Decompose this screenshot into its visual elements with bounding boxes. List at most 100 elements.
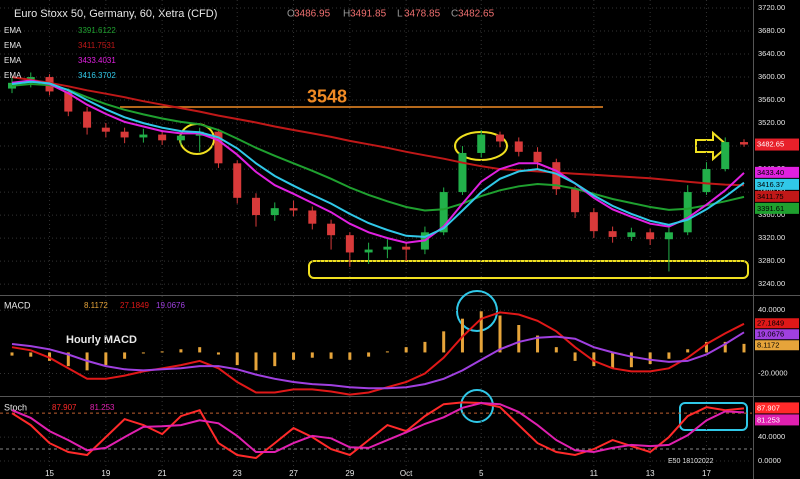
- histogram-bar: [104, 352, 108, 366]
- y-tick-label: 3520.00: [758, 118, 785, 127]
- histogram-bar: [423, 341, 427, 353]
- candle-body: [458, 152, 467, 193]
- candle-body: [327, 223, 336, 236]
- axis-tag-label: 87.907: [757, 403, 780, 412]
- ema-line: [11, 82, 745, 212]
- histogram-bar: [629, 352, 633, 368]
- candle-body: [345, 235, 354, 253]
- candle-body: [364, 249, 373, 253]
- axis-tag-label: 3433.40: [757, 168, 784, 177]
- highlight-circle: [456, 290, 498, 332]
- histogram-bar: [235, 352, 239, 366]
- y-tick-label: -20.0000: [758, 369, 788, 378]
- legend-value: 3416.3702: [78, 71, 116, 80]
- panel-title: Stoch: [4, 402, 27, 412]
- histogram-bar: [554, 347, 558, 353]
- y-tick-label: 3640.00: [758, 49, 785, 58]
- histogram-bar: [742, 343, 746, 353]
- candle-body: [533, 151, 542, 163]
- legend-value: 3391.6122: [78, 26, 116, 35]
- x-tick-label: Oct: [400, 469, 413, 478]
- histogram-bar: [348, 352, 352, 360]
- candle-body: [139, 134, 148, 138]
- histogram-bar: [66, 352, 70, 367]
- chart-title: Euro Stoxx 50, Germany, 60, Xetra (CFD): [14, 8, 217, 20]
- histogram-bar: [517, 325, 521, 353]
- ohlc-label: O: [287, 9, 295, 20]
- annotation: Hourly MACD: [66, 334, 137, 346]
- macd-line: [11, 311, 745, 396]
- candle-body: [608, 231, 617, 237]
- ohlc-label: H: [343, 9, 350, 20]
- candle-body: [646, 232, 655, 240]
- axis-tag: [755, 402, 799, 414]
- histogram-bar: [648, 352, 652, 365]
- x-tick-label: 27: [289, 469, 298, 478]
- candle-body: [627, 232, 636, 237]
- watermark: E50 18102022: [668, 458, 714, 465]
- y-tick-label: 3720.00: [758, 3, 785, 12]
- ohlc-value: 3478.85: [404, 9, 441, 20]
- axis-tag-label: 3416.37: [757, 180, 784, 189]
- histogram-bar: [160, 351, 164, 353]
- histogram-bar: [254, 352, 258, 371]
- histogram-bar: [216, 352, 220, 355]
- histogram-bar: [367, 352, 371, 357]
- axis-tag: [755, 318, 799, 329]
- histogram-bar: [667, 352, 671, 359]
- candle-body: [721, 142, 730, 170]
- axis-tag: [755, 329, 799, 340]
- level-label: 3548: [307, 87, 347, 107]
- histogram-bar: [273, 352, 277, 367]
- macd-line: [11, 331, 745, 390]
- histogram-bar: [179, 349, 183, 353]
- candle-body: [571, 189, 580, 213]
- histogram-bar: [498, 315, 502, 353]
- candle-body: [514, 141, 523, 152]
- ohlc-value: 3486.95: [294, 9, 331, 20]
- price-tag-label: 3482.65: [757, 140, 784, 149]
- axis-tag-label: 3411.75: [757, 192, 784, 201]
- x-tick-label: 29: [345, 469, 354, 478]
- candle-body: [439, 192, 448, 233]
- candle-body: [176, 135, 185, 141]
- y-tick-label: 3240.00: [758, 279, 785, 288]
- legend-value: 81.253: [90, 403, 115, 412]
- candle-body: [289, 208, 298, 211]
- legend-name: EMA: [4, 56, 22, 65]
- y-tick-label: 0.0000: [758, 456, 781, 465]
- ema-line: [11, 76, 745, 187]
- y-tick-label: 3320.00: [758, 233, 785, 242]
- candle-body: [589, 212, 598, 232]
- legend-value: 3411.7531: [78, 41, 116, 50]
- histogram-bar: [704, 341, 708, 353]
- ohlc-label: C: [451, 9, 458, 20]
- y-tick-label: 3680.00: [758, 26, 785, 35]
- histogram-bar: [592, 352, 596, 367]
- ohlc-value: 3482.65: [458, 9, 495, 20]
- candle-body: [83, 111, 92, 128]
- histogram-bar: [385, 351, 389, 353]
- histogram-bar: [611, 352, 615, 369]
- candle-body: [120, 131, 129, 138]
- x-tick-label: 21: [158, 469, 167, 478]
- x-tick-label: 11: [590, 469, 599, 478]
- histogram-bar: [329, 352, 333, 359]
- legend-value: 8.1172: [84, 301, 108, 310]
- x-tick-label: 15: [45, 469, 54, 478]
- x-tick-label: 13: [646, 469, 655, 478]
- candle-body: [496, 134, 504, 142]
- y-tick-label: 3600.00: [758, 72, 785, 81]
- candle-body: [158, 134, 167, 141]
- histogram-bar: [123, 352, 127, 359]
- candle-body: [383, 246, 392, 250]
- x-tick-label: 5: [479, 469, 484, 478]
- axis-tag: [755, 340, 799, 351]
- candle-body: [740, 142, 748, 145]
- candle-body: [64, 91, 73, 112]
- axis-tag-label: 19.0676: [757, 330, 784, 339]
- candle-body: [270, 208, 279, 216]
- axis-tag-label: 81.253: [757, 415, 780, 424]
- candle-body: [702, 169, 711, 193]
